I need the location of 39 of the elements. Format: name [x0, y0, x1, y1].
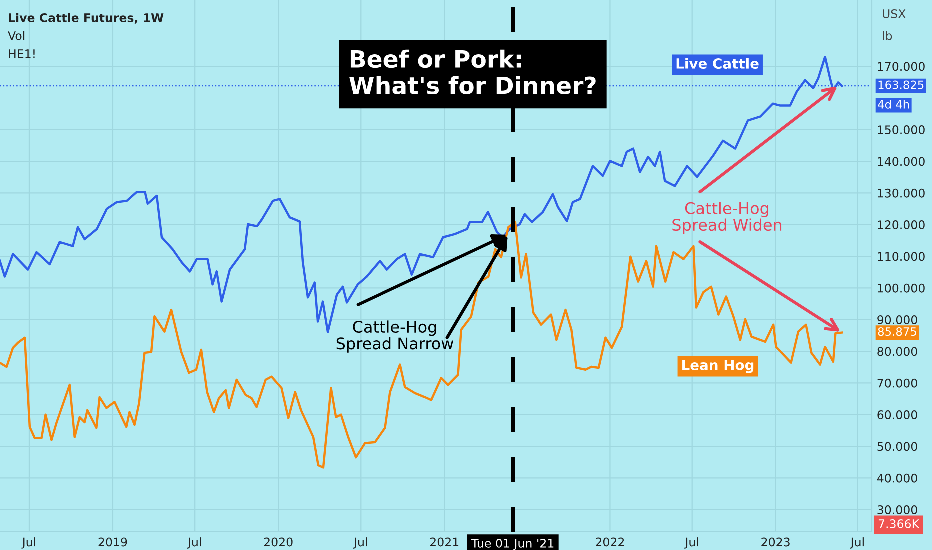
annotation: Cattle-Hog Spread Narrow — [336, 320, 454, 353]
y-tick-label: 170.000 — [878, 62, 925, 72]
text: 7.366K — [878, 519, 920, 528]
y-tick-label: 40.000 — [877, 474, 918, 483]
x-tick-label: 2019 — [98, 538, 128, 547]
text: 85.875 — [878, 328, 916, 336]
y-tick-label: 60.000 — [878, 410, 918, 420]
y-tick-label: 90.000 — [878, 316, 918, 324]
x-tick-label: 2023 — [762, 538, 790, 547]
ref-line-label: 163.825 — [878, 80, 924, 90]
x-tick-label: Jul — [850, 538, 864, 549]
y-tick-label: 150.000 — [878, 126, 925, 134]
annotation: Live Cattle Futures, 1W — [9, 13, 164, 24]
x-tick-label: Jul — [353, 538, 368, 549]
y-tick-label: 110.000 — [878, 252, 925, 262]
y-tick-label: 120.000 — [878, 220, 925, 230]
y-tick-label: 100.000 — [878, 284, 925, 293]
annotation: HE1! — [9, 50, 35, 58]
x-tick-label: Jul — [22, 538, 36, 549]
text: Live Cattle — [676, 58, 759, 70]
text: lb — [883, 31, 892, 40]
series-label: Lean Hog — [682, 360, 754, 374]
x-tick-label: Jul — [187, 538, 202, 549]
y-tick-label: 130.000 — [878, 188, 925, 198]
ref-line-label: Tue 01 Jun '21 — [472, 538, 554, 550]
annotation: Cattle-Hog Spread Widen — [672, 202, 782, 234]
y-tick-label: 140.000 — [878, 157, 925, 166]
y-tick-label: 70.000 — [878, 378, 918, 388]
text: Beef or Pork: What's for Dinner? — [350, 50, 596, 95]
y-tick-label: 30.000 — [878, 506, 918, 514]
text: USX — [883, 9, 906, 18]
annotation: Vol — [8, 31, 25, 40]
x-tick-label: 2021 — [430, 538, 459, 547]
y-tick-label: 50.000 — [878, 442, 918, 452]
text: 4d 4h — [878, 100, 910, 109]
x-tick-label: Jul — [684, 538, 698, 549]
x-tick-label: 2022 — [596, 538, 624, 547]
x-tick-label: 2020 — [264, 538, 293, 547]
y-tick-label: 80.000 — [878, 347, 918, 356]
